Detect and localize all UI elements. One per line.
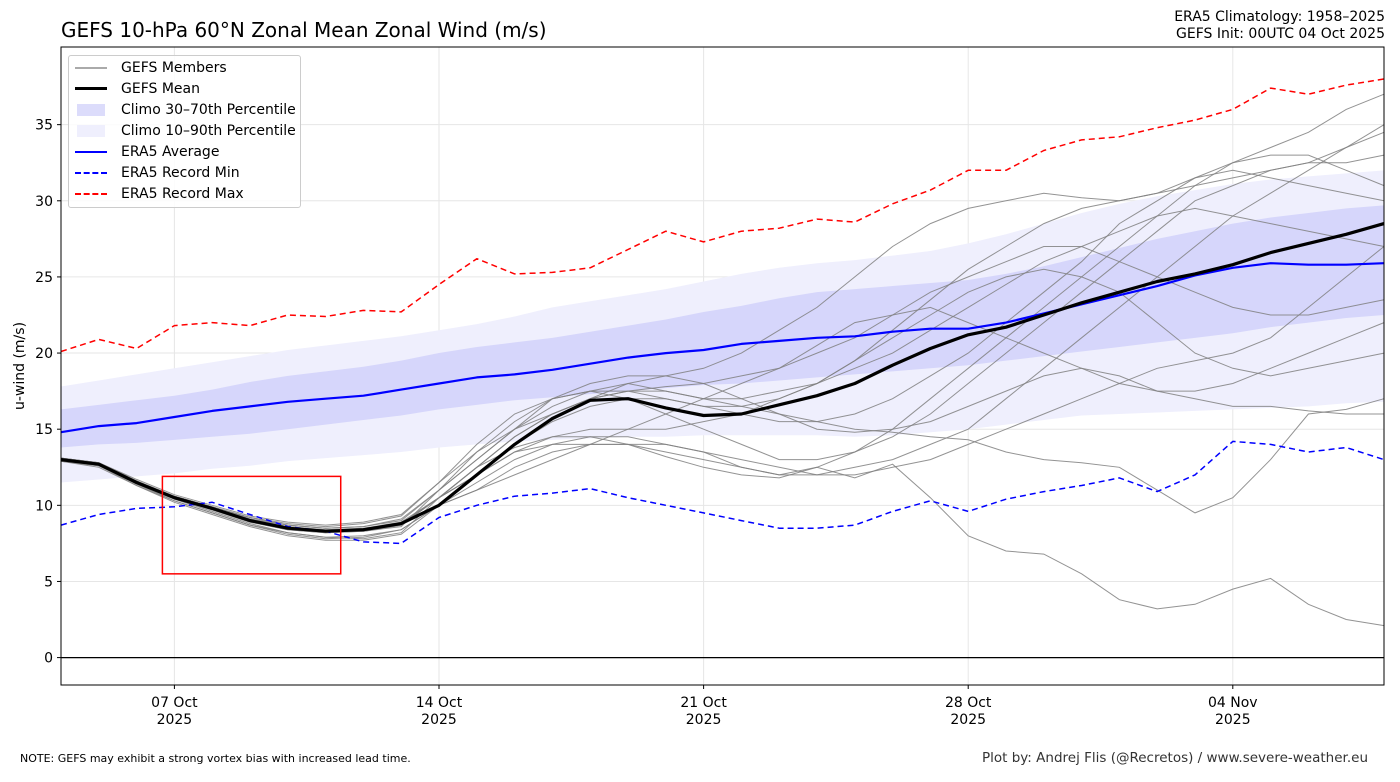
x-tick-year-label: 2025: [421, 712, 457, 728]
gefs-member-line: [60, 246, 1385, 541]
legend-item-record-max: ERA5 Record Max: [75, 184, 244, 204]
y-tick-label: 0: [44, 651, 53, 667]
legend-swatch-average: [75, 146, 107, 158]
era5-average-line: [60, 262, 1385, 434]
era5-record-min-line: [60, 440, 1385, 545]
x-tick-label: 14 Oct: [416, 695, 463, 711]
x-tick-year-label: 2025: [950, 712, 986, 728]
legend-item-members: GEFS Members: [75, 58, 227, 78]
chart-title: GEFS 10-hPa 60°N Zonal Mean Zonal Wind (…: [61, 18, 547, 42]
y-tick-label: 20: [35, 346, 53, 362]
gefs-mean-line: [60, 222, 1385, 533]
legend-label: ERA5 Average: [121, 144, 220, 160]
y-tick-label: 15: [35, 422, 53, 438]
y-tick-label: 25: [35, 270, 53, 286]
gefs-member-line: [60, 268, 1385, 526]
era5-record-max-line: [60, 78, 1385, 353]
highlight-box: [161, 475, 342, 575]
y-axis-label: u-wind (m/s): [12, 322, 28, 410]
init-subtitle: GEFS Init: 00UTC 04 Oct 2025: [1176, 26, 1385, 42]
y-tick-label: 5: [44, 574, 53, 590]
legend-label: ERA5 Record Min: [121, 165, 240, 181]
legend-item-era5-average: ERA5 Average: [75, 142, 219, 162]
footer-note: NOTE: GEFS may exhibit a strong vortex b…: [20, 752, 411, 765]
y-tick-label: 35: [35, 118, 53, 134]
legend-label: Climo 30–70th Percentile: [121, 102, 296, 118]
gefs-member-line: [60, 306, 1385, 528]
legend-swatch-mean: [75, 83, 107, 95]
legend-item-record-min: ERA5 Record Min: [75, 163, 240, 183]
x-tick-label: 28 Oct: [945, 695, 992, 711]
gefs-member-line: [60, 436, 1385, 627]
x-tick-year-label: 2025: [1215, 712, 1251, 728]
legend-label: Climo 10–90th Percentile: [121, 123, 296, 139]
climatology-subtitle: ERA5 Climatology: 1958–2025: [1174, 9, 1385, 25]
legend-label: GEFS Mean: [121, 81, 200, 97]
legend-swatch-record-max: [75, 188, 107, 200]
x-tick-label: 04 Nov: [1208, 695, 1258, 711]
x-tick-label: 21 Oct: [680, 695, 727, 711]
legend-item-mean: GEFS Mean: [75, 79, 200, 99]
legend-item-climo-30-70: Climo 30–70th Percentile: [75, 100, 296, 120]
gefs-member-line: [60, 131, 1385, 538]
legend-label: ERA5 Record Max: [121, 186, 244, 202]
legend-item-climo-10-90: Climo 10–90th Percentile: [75, 121, 296, 141]
y-tick-label: 30: [35, 194, 53, 210]
gefs-member-line: [60, 367, 1384, 529]
legend-swatch-members: [75, 62, 107, 74]
x-tick-year-label: 2025: [157, 712, 193, 728]
x-tick-label: 07 Oct: [151, 695, 198, 711]
footer-credit: Plot by: Andrej Flis (@Recretos) / www.s…: [982, 750, 1368, 766]
x-tick-year-label: 2025: [686, 712, 722, 728]
legend-swatch-record-min: [75, 167, 107, 179]
legend-swatch-30-70: [77, 104, 105, 116]
legend-label: GEFS Members: [121, 60, 227, 76]
y-tick-label: 10: [35, 498, 53, 514]
legend: GEFS Members GEFS Mean Climo 30–70th Per…: [68, 55, 301, 208]
climo-30-70-band: [61, 205, 1384, 448]
plot-frame: [60, 46, 1385, 686]
legend-swatch-10-90: [77, 125, 105, 137]
